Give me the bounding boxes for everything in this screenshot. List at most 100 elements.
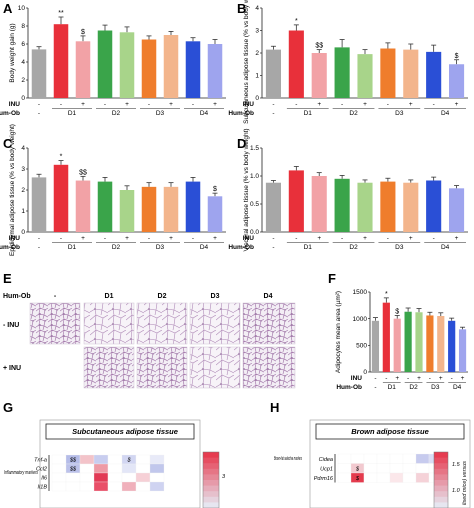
bar <box>31 49 47 98</box>
histology-row-plus-inu: + INU <box>3 365 21 372</box>
significance-mark: $ <box>81 29 85 36</box>
colorbar-segment <box>203 474 219 481</box>
humob-cell: D2 <box>112 110 121 117</box>
inu-cell: + <box>363 101 367 108</box>
bar <box>311 176 327 232</box>
humob-row-label: Hum-Ob <box>0 244 20 251</box>
bar <box>119 32 135 98</box>
y-tick-label: 6 <box>21 41 25 48</box>
colorbar-segment <box>434 457 448 464</box>
y-axis-label: Epididymal adipose tissue (% vs body wei… <box>9 124 16 256</box>
inu-cell: + <box>461 375 465 382</box>
y-tick-label: 4 <box>255 5 259 12</box>
inu-cell: + <box>317 235 321 242</box>
colorbar-segment <box>434 485 448 492</box>
bar <box>415 312 423 372</box>
bar <box>185 181 201 232</box>
colorbar-segment <box>203 457 219 464</box>
colorbar-label: lised mice) versus <box>462 461 468 505</box>
y-tick-label: 0 <box>363 369 367 376</box>
y-tick-label: 1.0 <box>250 173 259 180</box>
bar <box>334 178 350 232</box>
bar <box>53 164 69 232</box>
humob-cell: - <box>272 244 274 251</box>
gene-label: Il1B <box>38 484 48 490</box>
heatmap-cell <box>389 472 404 483</box>
colorbar-frame <box>433 451 449 508</box>
inu-cell: - <box>192 235 194 242</box>
bar <box>426 180 442 232</box>
inu-cell: + <box>169 235 173 242</box>
panel-letter-b: B <box>237 1 246 16</box>
inu-cell: + <box>417 375 421 382</box>
heatmap-cell <box>135 481 151 492</box>
inu-cell: - <box>429 375 431 382</box>
colorbar-segment <box>203 468 219 475</box>
inu-cell: + <box>213 101 217 108</box>
bar <box>393 318 401 372</box>
inu-cell: - <box>433 235 435 242</box>
significance-mark: * <box>295 18 298 25</box>
significance-mark: * <box>385 291 388 298</box>
panel-letter-a: A <box>3 1 13 16</box>
colorbar-segment <box>203 502 219 508</box>
panel-letter-h: H <box>270 400 279 415</box>
heatmap-cell <box>107 463 123 474</box>
colorbar-frame <box>202 451 220 508</box>
panel-letter-g: G <box>3 400 13 415</box>
inu-cell: - <box>387 235 389 242</box>
inu-cell: - <box>38 101 40 108</box>
bar <box>403 49 419 98</box>
inu-cell: - <box>60 235 62 242</box>
bar <box>75 180 91 232</box>
bar <box>426 51 442 98</box>
significance-mark: $ <box>455 53 459 60</box>
bar <box>380 48 396 98</box>
heatmap-cell <box>121 463 137 474</box>
humob-cell: D3 <box>395 244 404 251</box>
heatmap-cell-label: $$ <box>69 457 77 463</box>
humob-cell: D2 <box>349 110 358 117</box>
y-tick-label: 0 <box>21 95 25 102</box>
inu-cell: + <box>213 235 217 242</box>
bar <box>119 190 135 232</box>
inu-cell: + <box>395 375 399 382</box>
inu-row-label: INU <box>243 235 255 242</box>
inu-cell: + <box>455 235 459 242</box>
heatmap-cell <box>337 453 352 464</box>
panel-letter-f: F <box>328 271 336 286</box>
y-tick-label: 3 <box>255 28 259 35</box>
histology-image-d1-minus <box>83 302 135 345</box>
bar <box>437 316 445 372</box>
humob-cell: D4 <box>200 244 209 251</box>
histology-col-d1: D1 <box>105 293 114 300</box>
gene-label: Cidea <box>319 457 333 463</box>
heatmap-cell <box>93 472 109 483</box>
humob-cell: - <box>374 384 376 391</box>
colorbar-segment <box>434 452 448 459</box>
bar <box>449 188 465 232</box>
colorbar-tick: 1.0 <box>452 488 461 494</box>
heatmap-cell <box>121 472 137 483</box>
inu-cell: - <box>341 101 343 108</box>
y-axis-label: Adipocytes mean area (µm²) <box>335 291 342 373</box>
inu-cell: - <box>272 235 274 242</box>
inu-cell: - <box>374 375 376 382</box>
gene-label: Ucp1 <box>320 466 333 472</box>
colorbar-segment <box>434 496 448 503</box>
bar <box>426 315 434 372</box>
significance-mark: $ <box>395 308 399 315</box>
y-tick-label: 2 <box>21 187 25 194</box>
histology-image-d1-plus <box>83 346 135 389</box>
inu-cell: - <box>385 375 387 382</box>
heatmap-cell <box>149 481 165 492</box>
heatmap-title: Subcutaneous adipose tissue <box>72 427 178 436</box>
heatmap-cell <box>149 463 165 474</box>
bar <box>288 170 304 232</box>
colorbar-tick: 3 <box>222 474 226 480</box>
bar <box>380 181 396 232</box>
gene-label: Il6 <box>41 475 48 481</box>
heatmap-cell <box>350 453 365 464</box>
